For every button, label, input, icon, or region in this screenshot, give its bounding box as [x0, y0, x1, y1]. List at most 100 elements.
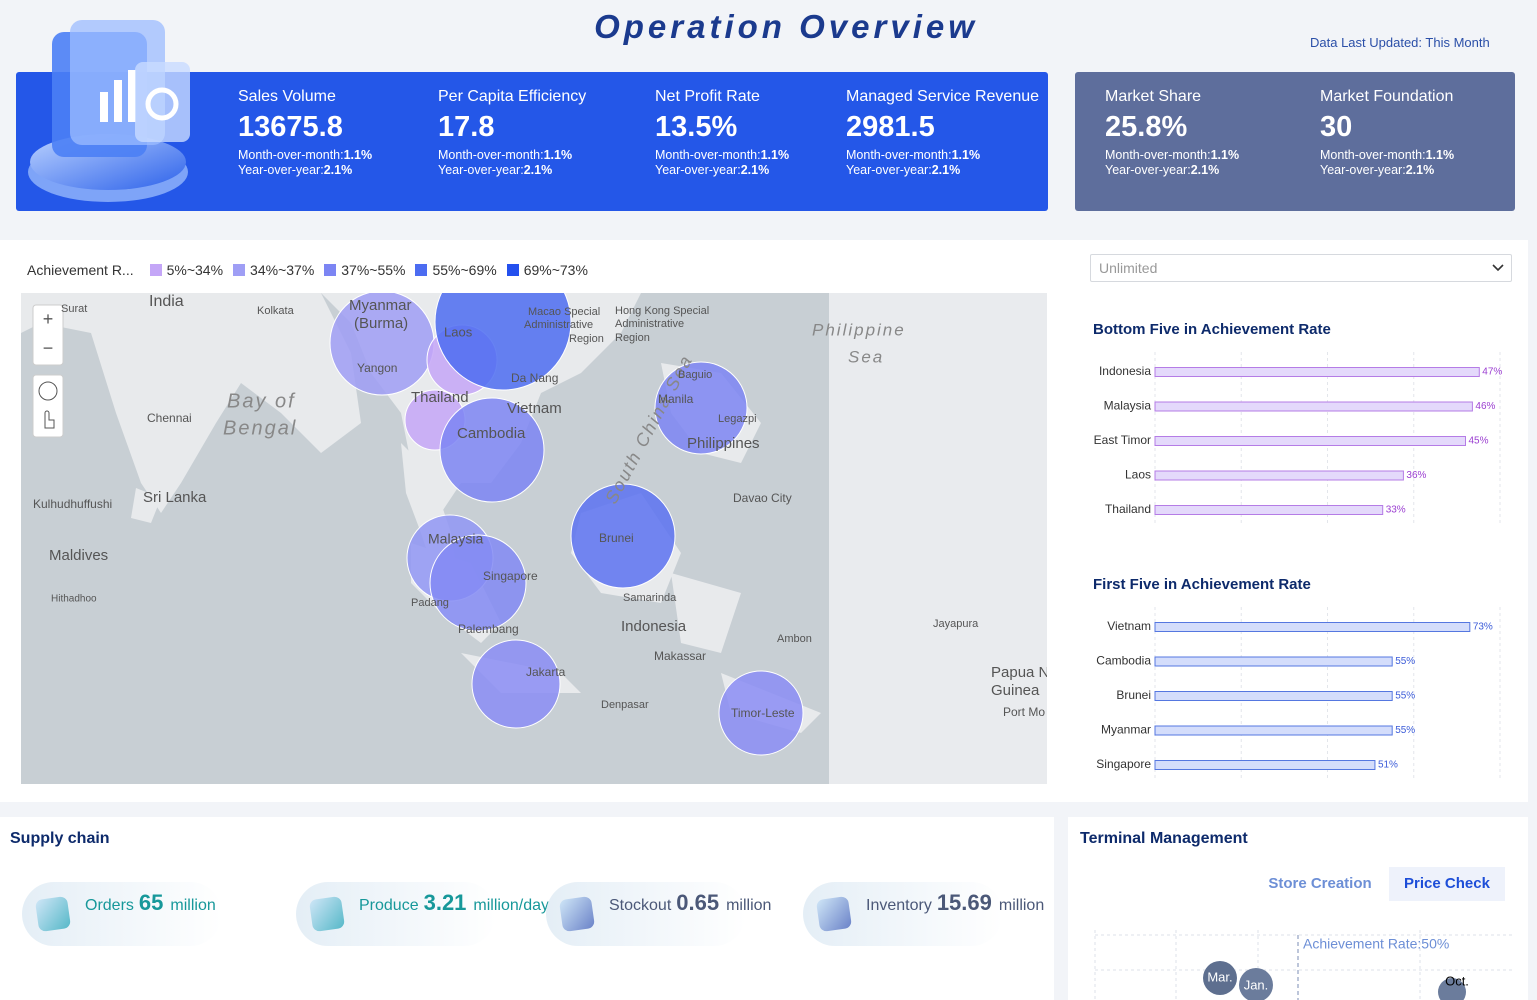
place-label: Port Mo: [1003, 705, 1045, 719]
kpi-label: Managed Service Revenue: [846, 88, 1040, 105]
kpi-change: Month-over-month:1.1%: [655, 148, 789, 162]
place-label: Vietnam: [507, 400, 562, 417]
place-label: (Burma): [354, 315, 408, 332]
title: Operation Overview: [594, 8, 978, 45]
map: India Surat Kolkata Bay of Bengal Chennai Sri …: [21, 293, 1047, 784]
map-controls[interactable]: [32, 304, 64, 438]
place-label: Indonesia: [621, 618, 687, 635]
kpi-label: Market Share: [1105, 88, 1202, 105]
place-label: Surat: [61, 303, 87, 315]
place-label: Laos: [444, 324, 473, 339]
kpi-value: 2981.5: [846, 111, 935, 143]
filter-select[interactable]: Unlimited: [1090, 254, 1512, 282]
chevron: [1492, 264, 1504, 272]
place-label: Macao Special: [528, 306, 600, 318]
kpi-change-label: Year-over-year:: [846, 163, 932, 177]
place-label: Legazpi: [718, 413, 757, 425]
kpi-change-value: 1.1%: [951, 148, 981, 162]
supply-unit: million: [170, 897, 216, 914]
place-label: Timor-Leste: [731, 706, 795, 720]
kpi: Market Foundation 30 Month-over-month:1.1%…: [1320, 88, 1454, 177]
tab-active[interactable]: Price Check: [1389, 867, 1505, 901]
value-label: 47%: [1482, 367, 1502, 378]
place-label: Region: [615, 332, 650, 344]
map-legend: Achievement R... 5%~34% 34%~37% 37%~55% 55%~…: [27, 262, 598, 278]
kpi-change: Month-over-month:1.1%: [238, 148, 372, 162]
category-label: East Timor: [1094, 433, 1151, 447]
legend-swatch: [506, 264, 519, 276]
supply-text: Stockout 0.65 million: [609, 890, 771, 916]
chart-title: First Five in Achievement Rate: [1093, 576, 1311, 593]
category-label: Myanmar: [1101, 723, 1151, 737]
place-label: Jakarta: [526, 665, 566, 679]
bar: [1154, 656, 1393, 667]
kpi-value: 30: [1320, 111, 1353, 143]
kpi: Per Capita Efficiency 17.8 Month-over-mont…: [438, 88, 586, 177]
place-label: India: [149, 293, 184, 310]
kpi-change-label: Month-over-month:: [1105, 148, 1211, 162]
place-label: Cambodia: [457, 425, 526, 442]
place-label: Singapore: [483, 569, 538, 583]
kpi-change: Year-over-year:2.1%: [238, 163, 372, 177]
kpi-change-label: Month-over-month:: [438, 148, 544, 162]
legend-swatch: [415, 264, 428, 276]
point-label: Oct.: [1445, 973, 1469, 988]
kpi-change: Month-over-month:1.1%: [1320, 148, 1454, 162]
place-label: Bay of: [227, 390, 296, 412]
kpi-change-value: 2.1%: [1405, 163, 1435, 177]
market-card: [1075, 72, 1515, 211]
kpi-change-label: Month-over-month:: [655, 148, 761, 162]
place-label: Myanmar: [349, 297, 412, 314]
legend-swatch: [149, 264, 162, 276]
place-label: Yangon: [357, 361, 397, 375]
kpi-label: Sales Volume: [238, 88, 336, 105]
place-label: Bengal: [223, 417, 297, 439]
place-label: Sri Lanka: [143, 489, 207, 506]
place-label: Manila: [658, 392, 694, 406]
supply-value: 3.21: [423, 890, 467, 915]
kpi-change-label: Year-over-year:: [655, 163, 741, 177]
place-label: Kolkata: [257, 305, 295, 317]
bar: [1154, 691, 1393, 701]
tab[interactable]: Store Creation: [1268, 875, 1372, 892]
place-label: Philippines: [687, 435, 760, 452]
legend-label: 34%~37%: [250, 262, 315, 278]
bar: [1154, 622, 1471, 632]
supply-value: 15.69: [936, 890, 992, 915]
value-label: 45%: [1469, 436, 1489, 447]
reference-label: Achievement Rate:50%: [1303, 936, 1449, 952]
kpi-change-value: 1.1%: [343, 148, 373, 162]
place-label: Kulhudhuffushi: [33, 497, 112, 511]
kpi-change: Year-over-year:2.1%: [846, 163, 1039, 177]
supply-unit: million: [998, 897, 1045, 914]
kpi-change-value: 1.1%: [1210, 148, 1240, 162]
kpi-change: Month-over-month:1.1%: [1105, 148, 1239, 162]
kpi-change-value: 2.1%: [523, 163, 553, 177]
kpi-change-label: Month-over-month:: [846, 148, 952, 162]
place-label: Da Nang: [511, 371, 558, 385]
kpi-value: 13.5%: [655, 111, 738, 143]
kpi-change-label: Year-over-year:: [1320, 163, 1406, 177]
place-label: Denpasar: [601, 699, 649, 711]
legend-title: Achievement R...: [27, 262, 134, 278]
kpi: Managed Service Revenue 2981.5 Month-over-…: [846, 88, 1039, 177]
kpi-change-value: 2.1%: [931, 163, 961, 177]
kpi-change: Month-over-month:1.1%: [846, 148, 1039, 162]
kpi-change-value: 2.1%: [1190, 163, 1220, 177]
place-label: Samarinda: [623, 592, 677, 604]
supply-unit: million/day: [473, 897, 550, 914]
zoom-out: −: [43, 338, 54, 358]
legend-swatch: [233, 264, 246, 276]
kpi-change: Year-over-year:2.1%: [1320, 163, 1454, 177]
kpi-label: Net Profit Rate: [655, 88, 760, 105]
ranking-charts: Bottom Five in Achievement Rate Indonesia…: [1093, 321, 1502, 780]
place-label: Palembang: [458, 622, 519, 636]
kpi-change: Year-over-year:2.1%: [655, 163, 789, 177]
bar: [1154, 505, 1384, 515]
category-label: Singapore: [1096, 757, 1151, 771]
place-label: Administrative: [524, 319, 593, 331]
zoom-in: +: [43, 309, 54, 329]
kpi-label: Market Foundation: [1320, 88, 1454, 105]
place-label: Brunei: [599, 531, 634, 545]
